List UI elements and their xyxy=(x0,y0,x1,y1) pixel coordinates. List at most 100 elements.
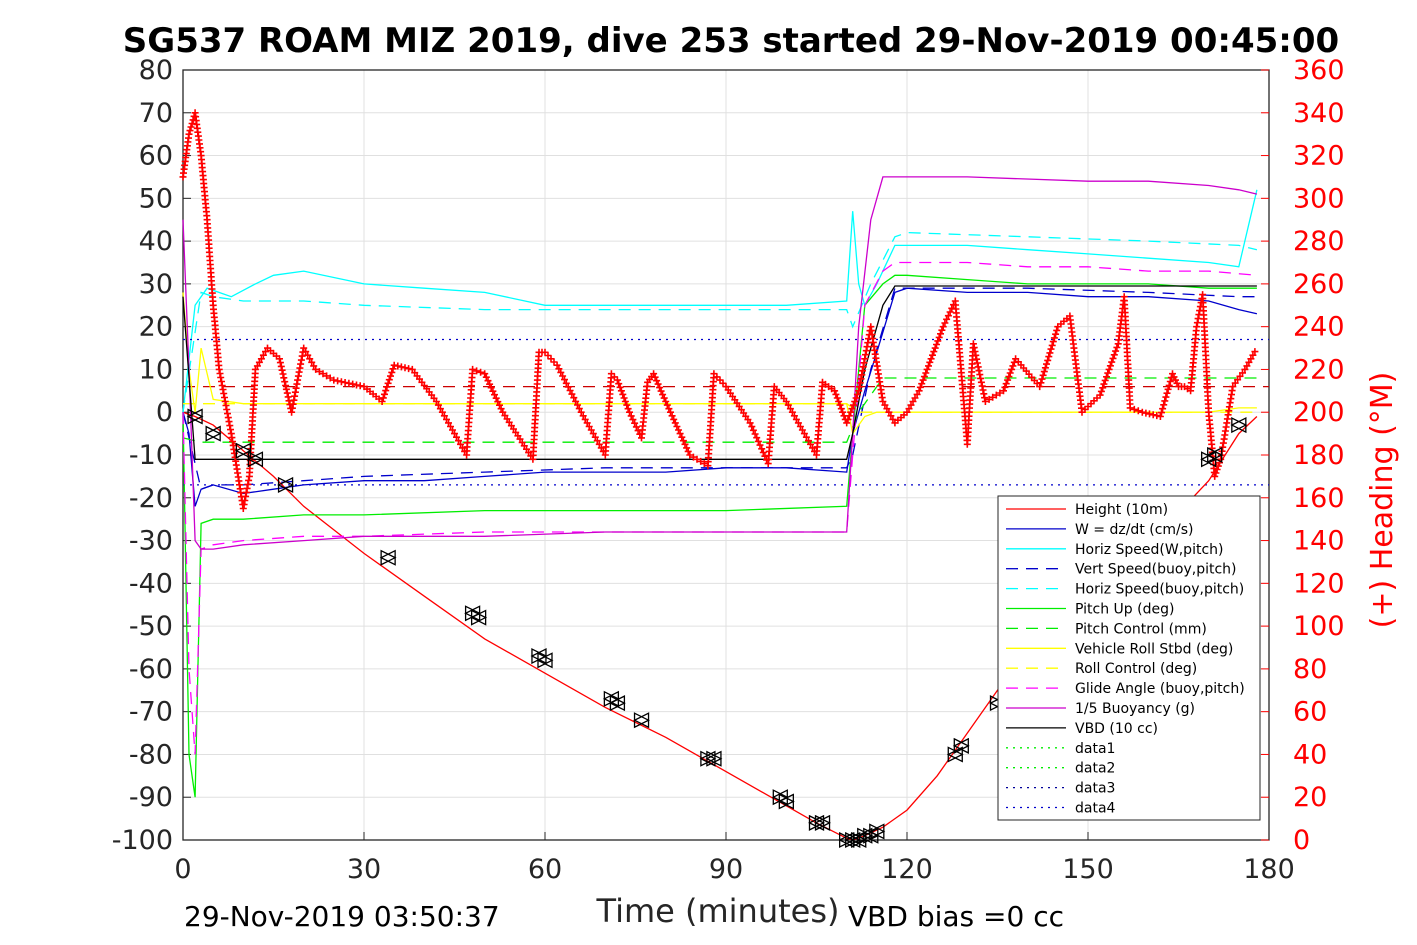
chart-title: SG537 ROAM MIZ 2019, dive 253 started 29… xyxy=(123,21,1339,61)
marker-left xyxy=(1206,446,1223,464)
heading-point xyxy=(1158,409,1165,417)
y-tick-label: -60 xyxy=(129,654,173,685)
heading-point xyxy=(1002,380,1010,388)
legend-label: 1/5 Buoyancy (g) xyxy=(1075,701,1195,717)
heading-point xyxy=(1161,397,1169,405)
heading-point xyxy=(848,405,856,413)
heading-point xyxy=(1039,371,1047,379)
heading-point xyxy=(689,453,697,461)
y-tick-label: -70 xyxy=(129,697,173,728)
heading-point xyxy=(615,380,623,388)
footer-vbd-bias: VBD bias =0 cc xyxy=(848,900,1064,933)
heading-point xyxy=(853,390,861,398)
heading-point xyxy=(572,397,580,405)
heading-point xyxy=(187,123,195,131)
y-tick-label: 20 xyxy=(139,312,173,343)
heading-point xyxy=(923,365,931,373)
heading-point xyxy=(349,380,357,388)
heading-point xyxy=(930,348,938,356)
heading-point xyxy=(845,412,853,420)
y-right-tick-label: 160 xyxy=(1293,483,1345,514)
heading-point xyxy=(1043,360,1050,368)
heading-point xyxy=(1160,401,1168,409)
heading-point xyxy=(1006,369,1014,377)
heading-point xyxy=(1053,326,1061,334)
y-right-tick-label: 0 xyxy=(1293,825,1310,856)
heading-point xyxy=(916,383,924,391)
heading-point xyxy=(613,376,621,384)
heading-point xyxy=(1038,375,1046,383)
y-right-tick-label: 220 xyxy=(1293,354,1345,385)
x-tick-label: 90 xyxy=(709,854,743,885)
heading-point xyxy=(1134,407,1142,415)
heading-point xyxy=(753,434,761,442)
marker-left xyxy=(186,408,203,425)
heading-point xyxy=(922,369,930,377)
heading-point xyxy=(831,387,839,395)
heading-point xyxy=(345,379,353,387)
legend-label: Vehicle Roll Stbd (deg) xyxy=(1075,641,1233,657)
heading-point xyxy=(302,348,310,356)
heading-point xyxy=(667,408,674,416)
heading-point xyxy=(657,387,665,395)
y-right-tick-label: 20 xyxy=(1293,782,1327,813)
heading-point xyxy=(673,423,681,430)
heading-point xyxy=(356,382,364,390)
heading-point xyxy=(1036,383,1044,391)
heading-point xyxy=(1164,385,1172,393)
x-tick-label: 0 xyxy=(174,854,191,885)
marker-left xyxy=(277,476,294,493)
heading-point xyxy=(616,383,624,391)
heading-point xyxy=(379,394,387,402)
heading-point xyxy=(1149,411,1157,419)
heading-point xyxy=(662,398,670,405)
heading-point xyxy=(315,368,323,376)
marker-left xyxy=(946,746,963,763)
heading-point xyxy=(557,368,565,376)
y-right-tick-label: 320 xyxy=(1293,141,1345,172)
heading-point xyxy=(996,389,1004,397)
series-vbd-10-cc xyxy=(182,285,1257,460)
y-tick-label: 50 xyxy=(139,183,173,214)
heading-point xyxy=(438,408,446,416)
legend-label: Horiz Speed(buoy,pitch) xyxy=(1075,582,1244,598)
y-tick-label: -100 xyxy=(112,825,173,856)
heading-point xyxy=(683,444,691,452)
marker-left xyxy=(699,750,716,767)
heading-point xyxy=(654,380,662,388)
series-horiz-speed-buoy-pitch xyxy=(182,231,1258,413)
heading-point xyxy=(186,127,194,135)
heading-point xyxy=(312,365,320,373)
heading-point xyxy=(631,419,639,427)
heading-point xyxy=(583,419,591,427)
heading-point xyxy=(700,460,708,468)
y-tick-label: -30 xyxy=(129,526,173,557)
marker-right xyxy=(1231,417,1248,434)
heading-point xyxy=(676,430,684,438)
heading-point xyxy=(451,430,458,438)
heading-point xyxy=(782,398,790,405)
heading-point xyxy=(1156,413,1164,420)
legend-label: Vert Speed(buoy,pitch) xyxy=(1075,562,1237,578)
marker-left xyxy=(379,549,396,566)
y-axis-left: 80 70 60 50 40 30 20 10 0 -10 -20 -30 -40 -50 -60 -70 -8… xyxy=(112,55,191,856)
heading-point xyxy=(595,440,603,448)
heading-point xyxy=(626,408,633,416)
legend-label: Horiz Speed(W,pitch) xyxy=(1075,542,1223,558)
heading-point xyxy=(280,374,288,382)
heading-point xyxy=(1047,345,1055,353)
heading-point xyxy=(1108,358,1116,366)
heading-point xyxy=(589,430,597,438)
heading-point xyxy=(920,373,928,381)
heading-point xyxy=(837,405,845,413)
y-right-tick-label: 200 xyxy=(1293,397,1345,428)
legend-box xyxy=(997,495,1261,821)
heading-point xyxy=(929,351,936,359)
heading-point xyxy=(1165,381,1173,389)
heading-point xyxy=(566,387,574,394)
heading-point xyxy=(326,374,334,382)
heading-point xyxy=(1106,362,1114,370)
heading-point xyxy=(297,356,305,364)
heading-point xyxy=(621,398,629,405)
